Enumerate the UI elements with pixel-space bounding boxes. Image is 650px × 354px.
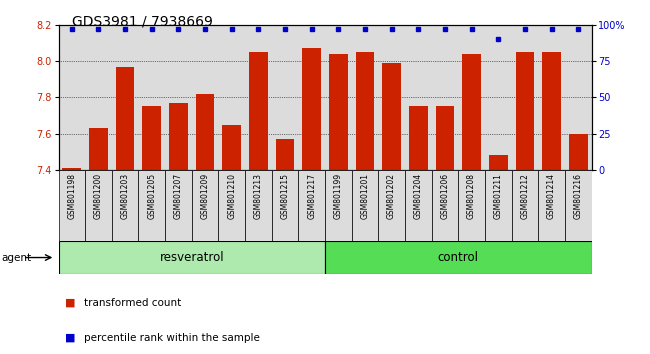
Text: GDS3981 / 7938669: GDS3981 / 7938669: [72, 14, 213, 28]
Text: GSM801205: GSM801205: [148, 173, 156, 219]
Bar: [169, 103, 188, 170]
Text: control: control: [437, 251, 479, 264]
Bar: [62, 168, 81, 170]
Bar: [272, 170, 298, 241]
Bar: [405, 170, 432, 241]
Text: GSM801203: GSM801203: [121, 173, 129, 219]
Bar: [432, 170, 458, 241]
Text: transformed count: transformed count: [84, 298, 182, 308]
Bar: [276, 139, 294, 170]
Text: GSM801213: GSM801213: [254, 173, 263, 219]
Text: GSM801216: GSM801216: [574, 173, 582, 219]
Bar: [325, 170, 352, 241]
Bar: [382, 63, 401, 170]
Bar: [436, 107, 454, 170]
Bar: [58, 170, 85, 241]
Bar: [85, 170, 112, 241]
Text: GSM801209: GSM801209: [201, 173, 209, 219]
Bar: [325, 241, 592, 274]
Text: GSM801217: GSM801217: [307, 173, 316, 219]
Bar: [89, 128, 108, 170]
Text: ■: ■: [65, 298, 75, 308]
Bar: [409, 107, 428, 170]
Bar: [142, 107, 161, 170]
Bar: [245, 170, 272, 241]
Text: GSM801198: GSM801198: [68, 173, 76, 219]
Bar: [222, 125, 241, 170]
Text: GSM801215: GSM801215: [281, 173, 289, 219]
Bar: [302, 48, 321, 170]
Text: GSM801210: GSM801210: [227, 173, 236, 219]
Bar: [542, 52, 561, 170]
Bar: [458, 170, 485, 241]
Text: resveratrol: resveratrol: [159, 251, 224, 264]
Text: GSM801200: GSM801200: [94, 173, 103, 219]
Bar: [512, 170, 538, 241]
Bar: [485, 170, 512, 241]
Text: GSM801207: GSM801207: [174, 173, 183, 219]
Text: GSM801211: GSM801211: [494, 173, 502, 219]
Bar: [218, 170, 245, 241]
Bar: [165, 170, 192, 241]
Bar: [489, 155, 508, 170]
Text: GSM801214: GSM801214: [547, 173, 556, 219]
Text: GSM801208: GSM801208: [467, 173, 476, 219]
Bar: [569, 134, 588, 170]
Bar: [565, 170, 592, 241]
Bar: [329, 54, 348, 170]
Bar: [298, 170, 325, 241]
Text: GSM801206: GSM801206: [441, 173, 449, 219]
Bar: [538, 170, 565, 241]
Bar: [378, 170, 405, 241]
Text: GSM801199: GSM801199: [334, 173, 343, 219]
Text: GSM801201: GSM801201: [361, 173, 369, 219]
Bar: [356, 52, 374, 170]
Text: GSM801204: GSM801204: [414, 173, 422, 219]
Bar: [116, 67, 135, 170]
Text: percentile rank within the sample: percentile rank within the sample: [84, 333, 261, 343]
Bar: [138, 170, 165, 241]
Bar: [249, 52, 268, 170]
Bar: [58, 241, 325, 274]
Bar: [352, 170, 378, 241]
Bar: [462, 54, 481, 170]
Bar: [112, 170, 138, 241]
Bar: [196, 94, 215, 170]
Text: GSM801212: GSM801212: [521, 173, 529, 219]
Text: agent: agent: [1, 252, 31, 263]
Bar: [515, 52, 534, 170]
Text: GSM801202: GSM801202: [387, 173, 396, 219]
Text: ■: ■: [65, 333, 75, 343]
Bar: [192, 170, 218, 241]
